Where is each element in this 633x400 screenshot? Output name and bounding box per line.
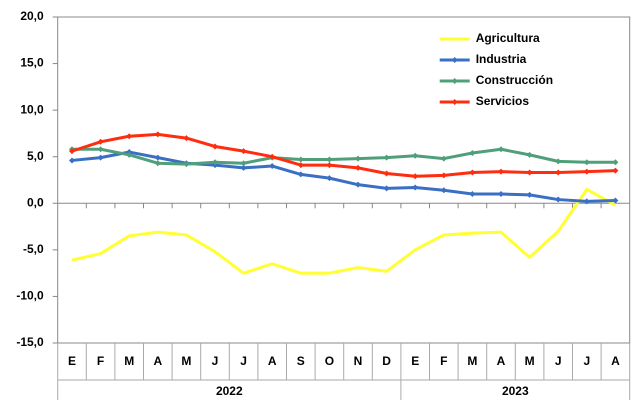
point-marker	[154, 154, 161, 161]
point-marker	[269, 153, 276, 160]
y-tick-label: -15,0	[16, 335, 44, 349]
x-tick-label: M	[525, 354, 535, 368]
point-marker	[498, 146, 504, 153]
x-tick-label: M	[124, 354, 134, 368]
point-marker	[526, 191, 533, 198]
point-marker	[69, 157, 75, 164]
point-marker	[383, 170, 390, 177]
point-marker	[440, 155, 447, 162]
point-marker	[612, 167, 619, 174]
point-marker	[498, 168, 504, 175]
series-line	[71, 150, 616, 203]
legend-label: Construcción	[476, 73, 553, 87]
point-marker	[126, 151, 133, 158]
x-tick-label: O	[325, 354, 334, 368]
point-marker	[526, 169, 533, 176]
point-marker	[383, 154, 390, 161]
x-tick-label: J	[240, 354, 247, 368]
group-label: 2022	[216, 384, 243, 398]
point-marker	[355, 155, 361, 162]
point-marker	[240, 148, 247, 155]
x-tick-label: E	[68, 354, 76, 368]
x-tick-label: A	[268, 354, 277, 368]
point-marker	[212, 143, 218, 150]
legend-label: Servicios	[476, 94, 530, 108]
x-tick-label: F	[97, 354, 104, 368]
x-tick-label: J	[583, 354, 590, 368]
legend-marker	[451, 57, 458, 63]
point-marker	[183, 161, 190, 168]
point-marker	[526, 151, 533, 158]
point-marker	[355, 164, 361, 171]
point-marker	[469, 169, 476, 176]
point-marker	[240, 164, 247, 171]
x-tick-label: S	[297, 354, 305, 368]
y-tick-label: 10,0	[20, 102, 44, 116]
series-line	[72, 147, 616, 166]
x-tick-label: A	[611, 354, 620, 368]
point-marker	[126, 133, 133, 140]
x-tick-label: D	[382, 354, 391, 368]
legend-marker	[451, 78, 458, 84]
series-line	[71, 132, 616, 178]
legend-marker	[451, 99, 458, 105]
point-marker	[612, 197, 619, 204]
point-marker	[555, 196, 562, 203]
point-marker	[440, 187, 447, 194]
point-marker	[297, 162, 304, 169]
point-marker	[440, 172, 447, 179]
y-tick-label: -5,0	[23, 242, 44, 256]
point-marker	[498, 190, 504, 197]
point-marker	[555, 169, 562, 176]
x-tick-label: A	[497, 354, 506, 368]
y-tick-label: 0,0	[27, 195, 44, 209]
point-marker	[612, 159, 619, 166]
point-marker	[212, 159, 218, 166]
series-line	[71, 187, 617, 275]
point-marker	[183, 135, 190, 142]
point-marker	[297, 156, 304, 163]
x-tick-label: J	[212, 354, 219, 368]
point-marker	[412, 152, 419, 159]
point-marker	[154, 131, 161, 138]
x-tick-label: M	[467, 354, 477, 368]
point-marker	[583, 198, 590, 205]
point-marker	[69, 148, 75, 155]
y-tick-label: 5,0	[27, 149, 44, 163]
point-marker	[326, 175, 333, 182]
x-tick-label: M	[181, 354, 191, 368]
x-tick-label: N	[354, 354, 363, 368]
x-tick-label: A	[153, 354, 162, 368]
legend-label: Industria	[476, 52, 527, 66]
x-tick-label: F	[440, 354, 447, 368]
point-marker	[383, 185, 390, 192]
x-tick-label: E	[411, 354, 419, 368]
point-marker	[240, 160, 247, 167]
point-marker	[97, 154, 104, 161]
group-label: 2023	[502, 384, 529, 398]
point-marker	[469, 190, 476, 197]
point-marker	[269, 163, 276, 170]
y-tick-label: 15,0	[20, 56, 44, 70]
point-marker	[555, 158, 562, 165]
point-marker	[97, 138, 104, 145]
point-marker	[326, 162, 333, 169]
point-marker	[469, 149, 476, 156]
y-tick-label: 20,0	[20, 9, 44, 23]
point-marker	[355, 181, 361, 188]
point-marker	[583, 168, 590, 175]
point-marker	[412, 173, 419, 180]
y-tick-label: -10,0	[16, 289, 44, 303]
point-marker	[97, 146, 104, 153]
point-marker	[154, 160, 161, 167]
point-marker	[297, 171, 304, 178]
point-marker	[326, 156, 333, 163]
legend-label: Agricultura	[476, 31, 540, 45]
point-marker	[412, 184, 419, 191]
point-marker	[583, 159, 590, 166]
x-tick-label: J	[555, 354, 562, 368]
